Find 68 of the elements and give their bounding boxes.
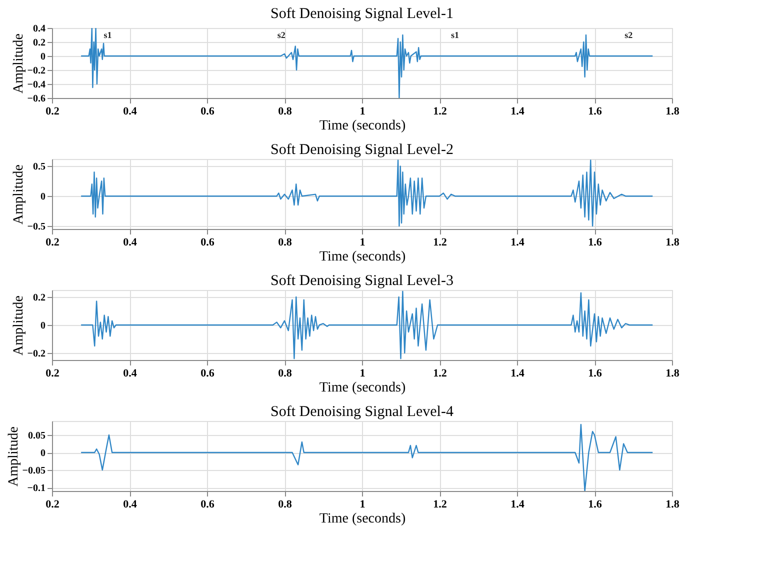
x-tick-label: 1.2: [433, 236, 448, 248]
annotation: s2: [624, 30, 634, 40]
y-tick-label: 0.4: [33, 24, 46, 34]
x-axis-title: Time (seconds): [319, 380, 406, 396]
y-axis-title: Amplitude: [11, 34, 26, 94]
y-tick-label: 0.5: [33, 162, 46, 173]
x-tick-label: 1.4: [510, 236, 525, 248]
x-tick-label: 1.6: [588, 106, 602, 118]
x-tick-label: 0.8: [278, 368, 292, 380]
y-tick-label: 0.05: [28, 430, 46, 442]
y-tick-label: −0.1: [27, 483, 46, 494]
x-tick-label: 0.8: [278, 106, 292, 118]
y-tick-label: −0.05: [22, 466, 46, 476]
x-tick-label: 0.4: [123, 106, 138, 118]
x-tick-label: 1.2: [433, 498, 448, 510]
annotation: s1: [104, 30, 112, 40]
y-tick-label: 0.2: [33, 292, 46, 304]
x-tick-label: 1.2: [433, 106, 448, 118]
annotation: s2: [277, 30, 286, 40]
annotation: s1: [450, 30, 460, 40]
x-tick-label: 0.4: [123, 498, 138, 510]
y-tick-label: −0.2: [27, 348, 46, 360]
line-series: [80, 28, 654, 98]
y-tick-label: 0: [40, 52, 46, 62]
y-tick-label: −0.2: [27, 66, 46, 76]
x-tick-label: 0.6: [200, 106, 215, 118]
x-tick-label: 1: [360, 498, 366, 510]
x-tick-label: 1: [360, 236, 366, 248]
x-tick-label: 0.6: [200, 498, 215, 510]
x-tick-label: 1.2: [433, 368, 448, 380]
chart-title: Soft Denoising Signal Level-1: [270, 6, 454, 22]
y-axis-title: Amplitude: [6, 426, 22, 486]
chart-title: Soft Denoising Signal Level-2: [270, 142, 454, 158]
x-axis-title: Time (seconds): [319, 118, 406, 134]
y-axis-title: Amplitude: [11, 164, 26, 224]
x-tick-label: 0.6: [200, 236, 215, 248]
chart-title: Soft Denoising Signal Level-4: [270, 404, 454, 420]
x-tick-label: 1.4: [510, 106, 525, 118]
x-tick-label: 1: [360, 368, 366, 380]
y-tick-label: −0.4: [27, 80, 46, 90]
line-series: [80, 160, 654, 227]
x-tick-label: 0.6: [200, 368, 215, 380]
x-tick-label: 1.4: [510, 498, 525, 510]
x-tick-label: 0.4: [123, 368, 138, 380]
x-axis-title: Time (seconds): [319, 250, 406, 264]
x-tick-label: 1.8: [666, 498, 680, 510]
line-series: [80, 290, 654, 360]
x-tick-label: 1.4: [510, 368, 525, 380]
y-tick-label: 0: [40, 448, 46, 459]
y-axis-title: Amplitude: [11, 296, 26, 356]
x-tick-label: 1: [360, 106, 366, 118]
x-tick-label: 1.8: [666, 106, 680, 118]
x-tick-label: 1.6: [588, 236, 602, 248]
y-tick-label: 0: [40, 192, 46, 203]
x-tick-label: 1.8: [666, 368, 680, 380]
x-axis-title: Time (seconds): [319, 512, 406, 526]
x-tick-label: 1.8: [666, 236, 680, 248]
y-tick-label: 0: [40, 320, 46, 332]
x-tick-label: 1.6: [588, 368, 602, 380]
y-tick-label: −0.5: [27, 222, 46, 233]
x-tick-label: 0.8: [278, 498, 292, 510]
x-tick-label: 1.6: [588, 498, 602, 510]
x-tick-label: 0.8: [278, 236, 292, 248]
chart-title: Soft Denoising Signal Level-3: [270, 273, 454, 289]
y-tick-label: −0.6: [27, 94, 46, 104]
y-tick-label: 0.2: [33, 38, 46, 48]
x-tick-label: 0.4: [123, 236, 138, 248]
line-series: [80, 424, 654, 491]
